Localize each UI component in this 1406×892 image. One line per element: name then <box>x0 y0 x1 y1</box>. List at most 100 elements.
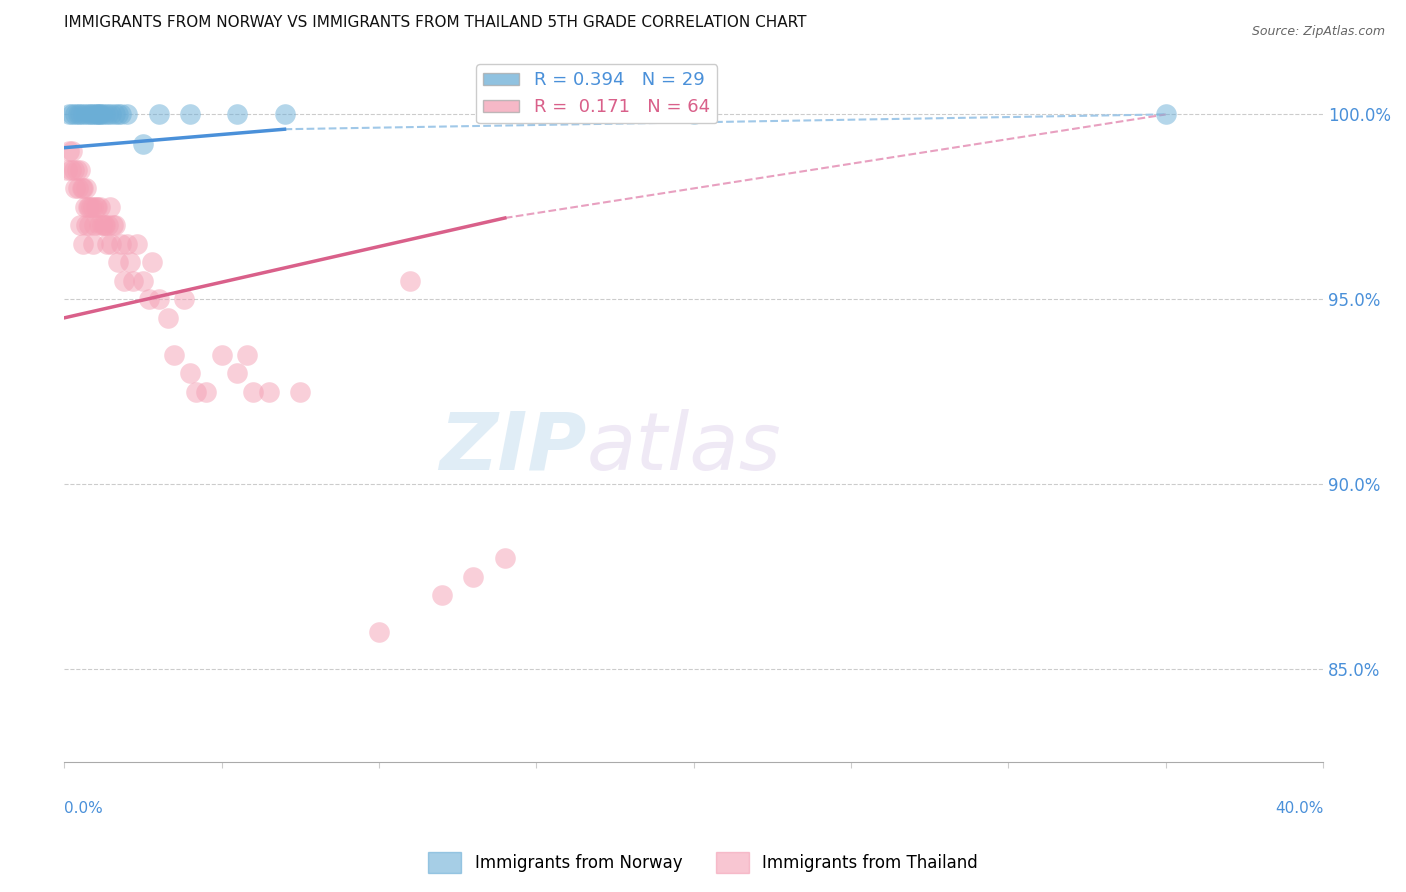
Point <box>399 274 422 288</box>
Point <box>86 107 108 121</box>
Point <box>157 310 180 325</box>
Text: 40.0%: 40.0% <box>1275 801 1323 816</box>
Point <box>75 219 97 233</box>
Point <box>56 162 79 177</box>
Point <box>75 181 97 195</box>
Point <box>82 107 104 121</box>
Point <box>194 384 217 399</box>
Point <box>682 107 704 121</box>
Point <box>120 255 142 269</box>
Point <box>97 219 120 233</box>
Point <box>91 107 114 121</box>
Point <box>67 107 90 121</box>
Point <box>148 107 170 121</box>
Point <box>94 107 117 121</box>
Point <box>211 348 233 362</box>
Point <box>72 107 94 121</box>
Point <box>69 107 91 121</box>
Point <box>236 348 259 362</box>
Point <box>96 236 118 251</box>
Text: atlas: atlas <box>586 409 782 487</box>
Point <box>100 236 122 251</box>
Point <box>98 200 121 214</box>
Point <box>84 107 107 121</box>
Point <box>65 181 87 195</box>
Point <box>82 236 104 251</box>
Point <box>463 570 485 584</box>
Legend: R = 0.394   N = 29, R =  0.171   N = 64: R = 0.394 N = 29, R = 0.171 N = 64 <box>477 64 717 123</box>
Point <box>132 274 155 288</box>
Point <box>110 236 132 251</box>
Point <box>79 219 101 233</box>
Point <box>430 588 453 602</box>
Point <box>112 274 135 288</box>
Text: ZIP: ZIP <box>439 409 586 487</box>
Point <box>132 136 155 151</box>
Point <box>87 219 110 233</box>
Point <box>101 219 124 233</box>
Point <box>80 107 103 121</box>
Point <box>76 200 98 214</box>
Point <box>103 219 125 233</box>
Point <box>87 107 110 121</box>
Point <box>122 274 145 288</box>
Point <box>89 200 111 214</box>
Point <box>148 293 170 307</box>
Point <box>273 107 295 121</box>
Point <box>100 107 122 121</box>
Point <box>62 162 84 177</box>
Point <box>115 107 138 121</box>
Point <box>173 293 195 307</box>
Text: 0.0%: 0.0% <box>65 801 103 816</box>
Point <box>67 181 90 195</box>
Point <box>84 200 107 214</box>
Point <box>60 107 83 121</box>
Point <box>290 384 312 399</box>
Point <box>226 107 249 121</box>
Point <box>82 200 104 214</box>
Point <box>107 255 129 269</box>
Point <box>163 348 186 362</box>
Point <box>60 145 83 159</box>
Point <box>107 107 129 121</box>
Text: Source: ZipAtlas.com: Source: ZipAtlas.com <box>1251 25 1385 38</box>
Point <box>179 367 201 381</box>
Point <box>186 384 208 399</box>
Point <box>65 107 87 121</box>
Point <box>80 200 103 214</box>
Point <box>70 181 93 195</box>
Point <box>115 236 138 251</box>
Point <box>72 181 94 195</box>
Point <box>125 236 148 251</box>
Point <box>66 162 89 177</box>
Point <box>89 107 111 121</box>
Point <box>138 293 160 307</box>
Point <box>494 551 516 566</box>
Point <box>242 384 264 399</box>
Point <box>72 236 94 251</box>
Point <box>86 200 108 214</box>
Point <box>179 107 201 121</box>
Point <box>257 384 280 399</box>
Point <box>97 107 120 121</box>
Point <box>141 255 163 269</box>
Text: IMMIGRANTS FROM NORWAY VS IMMIGRANTS FROM THAILAND 5TH GRADE CORRELATION CHART: IMMIGRANTS FROM NORWAY VS IMMIGRANTS FRO… <box>65 15 807 30</box>
Point <box>59 162 82 177</box>
Point <box>93 219 115 233</box>
Point <box>75 107 97 121</box>
Point <box>83 219 105 233</box>
Point <box>69 219 91 233</box>
Point <box>226 367 249 381</box>
Legend: Immigrants from Norway, Immigrants from Thailand: Immigrants from Norway, Immigrants from … <box>422 846 984 880</box>
Point <box>69 162 91 177</box>
Point <box>58 145 80 159</box>
Point <box>110 107 132 121</box>
Point <box>91 219 114 233</box>
Point <box>79 107 101 121</box>
Point <box>58 107 80 121</box>
Point <box>368 625 391 640</box>
Point <box>1154 107 1177 121</box>
Point <box>94 219 117 233</box>
Point <box>79 200 101 214</box>
Point <box>73 200 96 214</box>
